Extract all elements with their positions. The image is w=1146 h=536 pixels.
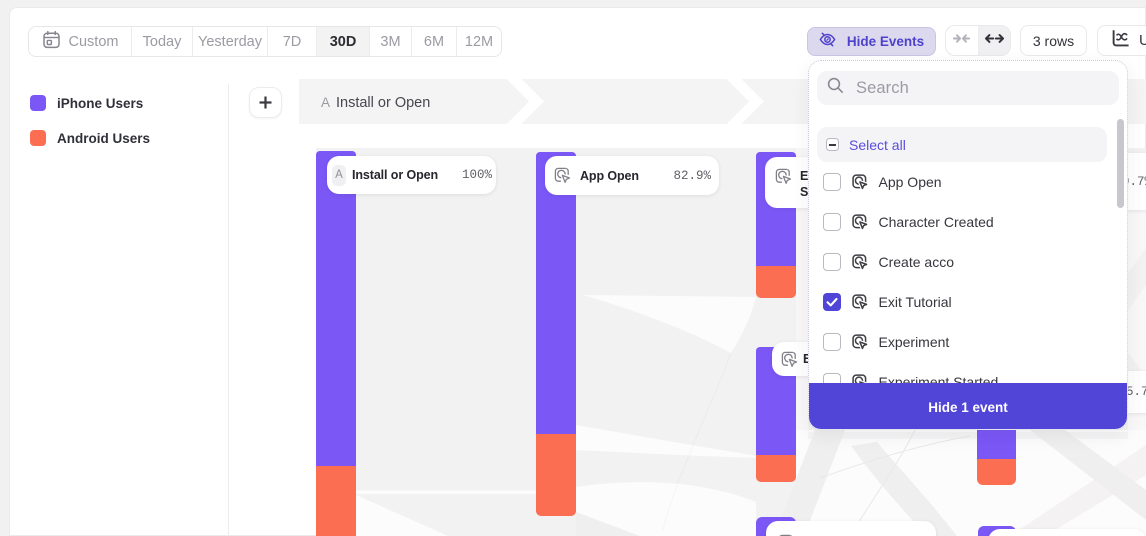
svg-text:A: A [321, 95, 330, 110]
svg-text:Install or Open: Install or Open [336, 95, 430, 111]
